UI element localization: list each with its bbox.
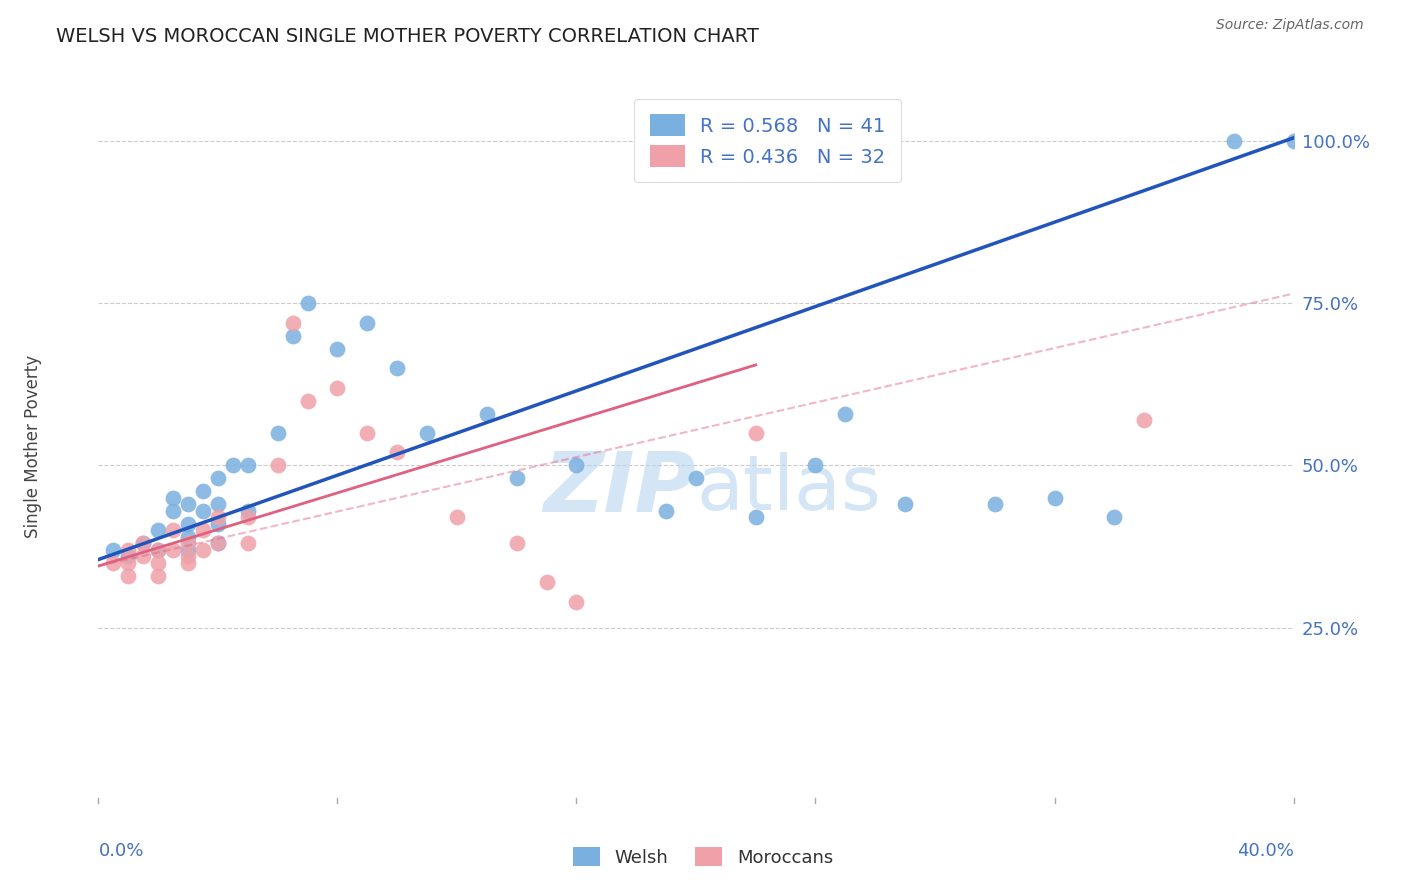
Point — [326, 381, 349, 395]
Point — [685, 471, 707, 485]
Point — [1223, 134, 1246, 148]
Point — [191, 542, 214, 557]
Point — [236, 458, 259, 473]
Point — [416, 425, 439, 440]
Point — [236, 504, 259, 518]
Text: 40.0%: 40.0% — [1237, 842, 1294, 860]
Point — [1104, 510, 1126, 524]
Text: Single Mother Poverty: Single Mother Poverty — [24, 354, 42, 538]
Point — [162, 504, 184, 518]
Point — [132, 549, 155, 564]
Point — [222, 458, 245, 473]
Point — [894, 497, 917, 511]
Point — [267, 458, 290, 473]
Point — [207, 516, 229, 531]
Point — [177, 556, 200, 570]
Point — [297, 393, 319, 408]
Point — [177, 530, 200, 544]
Point — [191, 524, 214, 538]
Point — [236, 536, 259, 550]
Point — [177, 542, 200, 557]
Point — [281, 316, 304, 330]
Point — [207, 536, 229, 550]
Point — [177, 497, 200, 511]
Point — [207, 510, 229, 524]
Point — [356, 425, 378, 440]
Point — [984, 497, 1007, 511]
Point — [356, 316, 378, 330]
Point — [207, 471, 229, 485]
Point — [506, 536, 529, 550]
Point — [162, 491, 184, 505]
Point — [804, 458, 827, 473]
Point — [148, 542, 170, 557]
Point — [207, 497, 229, 511]
Point — [1282, 134, 1305, 148]
Text: WELSH VS MOROCCAN SINGLE MOTHER POVERTY CORRELATION CHART: WELSH VS MOROCCAN SINGLE MOTHER POVERTY … — [56, 27, 759, 45]
Point — [148, 568, 170, 582]
Point — [177, 536, 200, 550]
Text: 0.0%: 0.0% — [98, 842, 143, 860]
Point — [385, 361, 409, 376]
Point — [148, 556, 170, 570]
Point — [446, 510, 468, 524]
Point — [132, 536, 155, 550]
Point — [506, 471, 529, 485]
Point — [297, 296, 319, 310]
Point — [207, 536, 229, 550]
Point — [191, 504, 214, 518]
Point — [162, 542, 184, 557]
Point — [148, 524, 170, 538]
Point — [536, 575, 558, 590]
Legend: Welsh, Moroccans: Welsh, Moroccans — [565, 840, 841, 874]
Legend: R = 0.568   N = 41, R = 0.436   N = 32: R = 0.568 N = 41, R = 0.436 N = 32 — [634, 99, 901, 182]
Point — [1133, 413, 1156, 427]
Point — [326, 342, 349, 356]
Point — [177, 516, 200, 531]
Text: atlas: atlas — [696, 452, 880, 525]
Point — [1043, 491, 1066, 505]
Point — [103, 542, 125, 557]
Point — [281, 328, 304, 343]
Point — [117, 549, 139, 564]
Point — [834, 407, 856, 421]
Point — [117, 568, 139, 582]
Point — [162, 524, 184, 538]
Point — [191, 484, 214, 499]
Point — [117, 542, 139, 557]
Point — [177, 549, 200, 564]
Text: Source: ZipAtlas.com: Source: ZipAtlas.com — [1216, 18, 1364, 32]
Point — [117, 556, 139, 570]
Point — [267, 425, 290, 440]
Point — [655, 504, 678, 518]
Point — [475, 407, 498, 421]
Point — [148, 542, 170, 557]
Point — [103, 556, 125, 570]
Point — [565, 458, 588, 473]
Point — [745, 510, 768, 524]
Point — [745, 425, 768, 440]
Point — [132, 536, 155, 550]
Point — [565, 595, 588, 609]
Point — [236, 510, 259, 524]
Text: ZIP: ZIP — [543, 449, 696, 529]
Point — [385, 445, 409, 459]
